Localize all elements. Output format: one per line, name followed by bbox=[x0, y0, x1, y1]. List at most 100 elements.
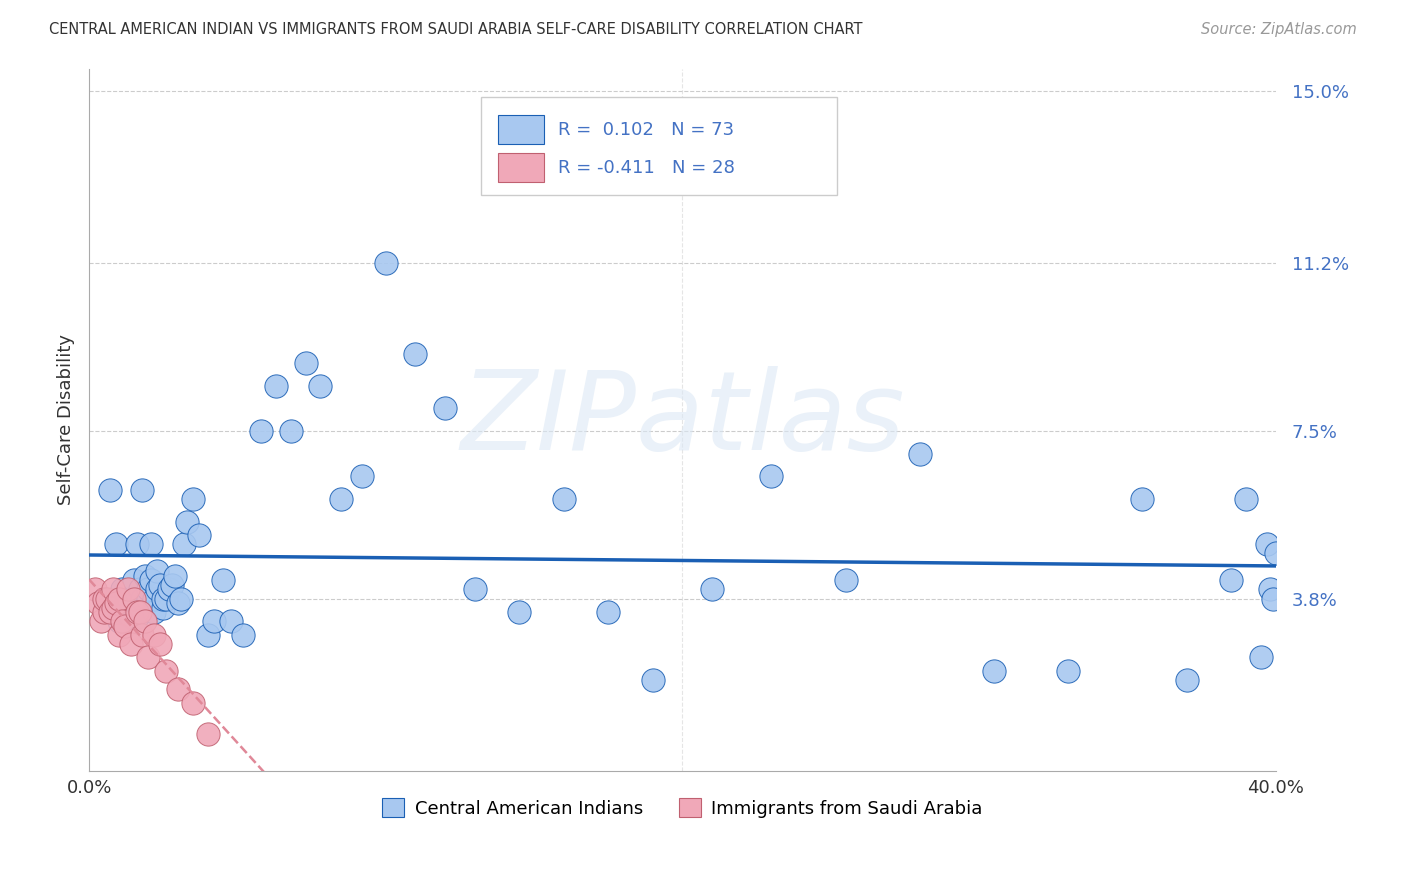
Point bbox=[138, 591, 160, 606]
Point bbox=[125, 609, 148, 624]
Point bbox=[1175, 673, 1198, 687]
Point bbox=[128, 582, 150, 597]
Point bbox=[111, 614, 134, 628]
Point bbox=[232, 628, 254, 642]
Point bbox=[309, 378, 332, 392]
Point bbox=[152, 591, 174, 606]
Point bbox=[1264, 546, 1286, 560]
Point bbox=[1234, 491, 1257, 506]
Point bbox=[131, 483, 153, 497]
Point bbox=[122, 591, 145, 606]
Point bbox=[131, 628, 153, 642]
Point bbox=[434, 401, 457, 416]
Point bbox=[146, 582, 169, 597]
Text: R =  0.102   N = 73: R = 0.102 N = 73 bbox=[558, 120, 734, 138]
Point bbox=[125, 537, 148, 551]
Point bbox=[508, 605, 530, 619]
Y-axis label: Self-Care Disability: Self-Care Disability bbox=[58, 334, 75, 505]
Point bbox=[149, 578, 172, 592]
Point bbox=[114, 605, 136, 619]
Point bbox=[98, 605, 121, 619]
Point bbox=[90, 614, 112, 628]
Point bbox=[908, 447, 931, 461]
Point bbox=[641, 673, 664, 687]
Point bbox=[264, 378, 287, 392]
Point bbox=[181, 696, 204, 710]
Point bbox=[143, 628, 166, 642]
Point bbox=[141, 537, 163, 551]
Point bbox=[117, 591, 139, 606]
Point bbox=[143, 605, 166, 619]
Point bbox=[211, 574, 233, 588]
Point bbox=[87, 596, 110, 610]
FancyBboxPatch shape bbox=[499, 153, 544, 182]
Point bbox=[114, 618, 136, 632]
Point bbox=[138, 650, 160, 665]
Point bbox=[202, 614, 225, 628]
Point bbox=[553, 491, 575, 506]
Point bbox=[700, 582, 723, 597]
Point bbox=[350, 469, 373, 483]
FancyBboxPatch shape bbox=[499, 115, 544, 145]
Point bbox=[146, 565, 169, 579]
Point bbox=[160, 578, 183, 592]
Point bbox=[1256, 537, 1278, 551]
FancyBboxPatch shape bbox=[481, 96, 837, 195]
Point bbox=[1057, 664, 1080, 678]
Point bbox=[464, 582, 486, 597]
Point bbox=[155, 591, 177, 606]
Point bbox=[141, 574, 163, 588]
Point bbox=[107, 628, 129, 642]
Point bbox=[122, 596, 145, 610]
Point bbox=[167, 596, 190, 610]
Point bbox=[221, 614, 243, 628]
Point bbox=[1258, 582, 1281, 597]
Point bbox=[138, 582, 160, 597]
Point bbox=[101, 600, 124, 615]
Point bbox=[1250, 650, 1272, 665]
Point bbox=[122, 574, 145, 588]
Point bbox=[157, 582, 180, 597]
Point bbox=[167, 682, 190, 697]
Point bbox=[176, 515, 198, 529]
Point bbox=[101, 600, 124, 615]
Point bbox=[131, 591, 153, 606]
Point bbox=[197, 727, 219, 741]
Point bbox=[197, 628, 219, 642]
Point bbox=[107, 591, 129, 606]
Point bbox=[96, 591, 118, 606]
Point bbox=[170, 591, 193, 606]
Point bbox=[598, 605, 620, 619]
Point bbox=[104, 596, 127, 610]
Point bbox=[120, 637, 142, 651]
Point bbox=[93, 605, 115, 619]
Point bbox=[280, 424, 302, 438]
Point bbox=[107, 614, 129, 628]
Point bbox=[165, 569, 187, 583]
Point bbox=[143, 591, 166, 606]
Point bbox=[134, 614, 156, 628]
Point bbox=[181, 491, 204, 506]
Point bbox=[93, 591, 115, 606]
Point bbox=[187, 528, 209, 542]
Point bbox=[101, 582, 124, 597]
Point bbox=[1130, 491, 1153, 506]
Legend: Central American Indians, Immigrants from Saudi Arabia: Central American Indians, Immigrants fro… bbox=[375, 791, 990, 825]
Text: R = -0.411   N = 28: R = -0.411 N = 28 bbox=[558, 159, 735, 177]
Text: CENTRAL AMERICAN INDIAN VS IMMIGRANTS FROM SAUDI ARABIA SELF-CARE DISABILITY COR: CENTRAL AMERICAN INDIAN VS IMMIGRANTS FR… bbox=[49, 22, 863, 37]
Point bbox=[404, 347, 426, 361]
Point bbox=[104, 537, 127, 551]
Point bbox=[128, 605, 150, 619]
Point bbox=[155, 664, 177, 678]
Point bbox=[1261, 591, 1284, 606]
Point bbox=[330, 491, 353, 506]
Point bbox=[1220, 574, 1243, 588]
Text: Source: ZipAtlas.com: Source: ZipAtlas.com bbox=[1201, 22, 1357, 37]
Point bbox=[117, 582, 139, 597]
Point bbox=[983, 664, 1005, 678]
Point bbox=[374, 256, 396, 270]
Point bbox=[294, 356, 316, 370]
Point bbox=[152, 600, 174, 615]
Point bbox=[120, 609, 142, 624]
Text: ZIPatlas: ZIPatlas bbox=[460, 366, 904, 473]
